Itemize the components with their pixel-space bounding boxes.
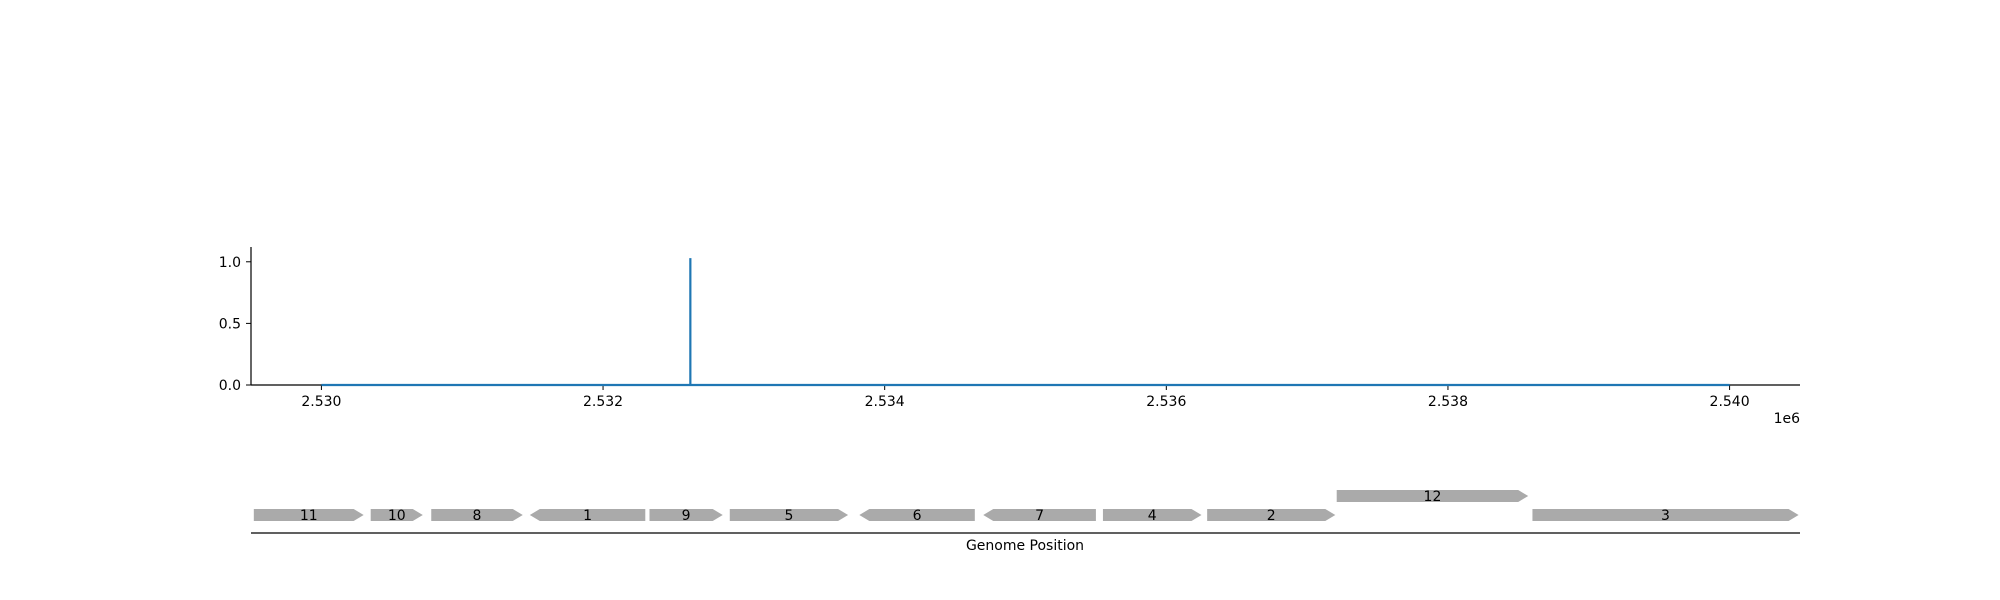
gene-label: 2 [1267,508,1276,524]
gene-arrow [431,509,523,521]
gene-arrow [729,509,849,521]
gene-map: 11 10 8 1 9 5 6 7 4 2 12 3 Genome Position [251,489,1800,554]
gene-label: 12 [1424,489,1442,505]
gene-label: 11 [300,508,318,524]
gene-arrow [1532,509,1799,521]
gene-label: 3 [1661,508,1670,524]
y-tick-label: 0.5 [219,316,241,332]
coverage-series-line [321,258,1730,387]
gene-arrow [253,509,364,521]
gene-label: 10 [388,508,406,524]
gene-arrow [649,509,723,521]
gene-label: 9 [682,508,691,524]
gene-label: 1 [583,508,592,524]
gene-label: 5 [784,508,793,524]
gene-arrow [529,509,646,521]
gene-label: 4 [1148,508,1157,524]
genes-layer: 11 10 8 1 9 5 6 7 4 2 12 3 [253,489,1799,524]
y-tick-label: 1.0 [219,255,241,271]
series-layer [321,258,1730,387]
x-axis-multiplier: 1e6 [1774,411,1801,427]
x-ticks: 2.530 2.532 2.534 2.536 2.538 2.540 [301,385,1750,410]
x-tick-label: 2.534 [865,394,905,410]
gene-arrow [859,509,975,521]
coverage-plot: 0.0 0.5 1.0 2.530 2.532 2.534 2.536 2.538 2.540… [219,247,1800,427]
gene-label: 8 [473,508,482,524]
gene-arrow [1207,509,1336,521]
x-tick-label: 2.540 [1710,394,1750,410]
y-tick-label: 0.0 [219,378,241,394]
x-tick-label: 2.530 [301,394,341,410]
gene-label: 6 [913,508,922,524]
x-tick-label: 2.536 [1146,394,1186,410]
gene-arrow [1336,490,1529,502]
x-tick-label: 2.538 [1428,394,1468,410]
x-axis-label: Genome Position [966,538,1084,554]
gene-label: 7 [1035,508,1044,524]
x-tick-label: 2.532 [583,394,623,410]
gene-arrow [1102,509,1202,521]
y-ticks: 0.0 0.5 1.0 [219,255,251,394]
gene-arrow [370,509,423,521]
gene-arrow [983,509,1096,521]
